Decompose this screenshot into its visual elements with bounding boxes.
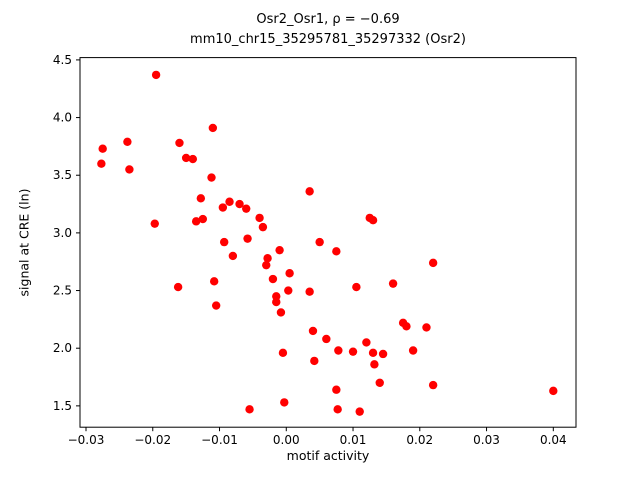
chart-title-line1: Osr2_Osr1, ρ = −0.69 — [256, 12, 400, 27]
data-point — [268, 274, 278, 284]
data-point — [255, 213, 264, 223]
chart-title: Osr2_Osr1, ρ = −0.69 mm10_chr15_35295781… — [80, 10, 576, 49]
y-tick-label: 2.5 — [53, 284, 72, 298]
data-point — [284, 286, 293, 295]
x-axis-label: motif activity — [286, 448, 370, 463]
data-point — [355, 407, 364, 416]
data-point — [125, 165, 134, 174]
data-point — [150, 219, 159, 228]
data-point — [173, 282, 183, 292]
data-point — [333, 405, 342, 414]
x-tick-label: −0.01 — [201, 433, 238, 447]
data-point — [368, 216, 378, 225]
y-tick-label: 2.0 — [53, 341, 72, 355]
data-point — [123, 137, 132, 146]
data-point — [308, 326, 318, 336]
data-point — [315, 237, 324, 247]
data-point — [191, 217, 201, 226]
data-point — [218, 203, 228, 212]
data-point — [280, 398, 289, 407]
data-point — [332, 247, 341, 256]
data-point — [151, 70, 161, 80]
y-axis-label: signal at CRE (ln) — [16, 188, 32, 297]
data-point — [235, 199, 244, 209]
data-point — [378, 349, 388, 359]
x-tick-label: −0.03 — [68, 433, 105, 447]
data-point — [332, 385, 341, 394]
data-point — [375, 378, 384, 388]
data-point — [175, 138, 184, 148]
data-point — [388, 279, 398, 288]
data-point — [211, 301, 221, 310]
y-tick-label: 1.5 — [53, 399, 72, 413]
data-point — [209, 277, 219, 286]
data-point — [181, 153, 191, 163]
data-point — [334, 346, 343, 355]
data-point — [188, 154, 198, 164]
data-point — [348, 347, 358, 356]
data-point — [322, 334, 331, 344]
data-point — [408, 346, 418, 355]
data-point — [352, 282, 361, 292]
data-point — [362, 338, 371, 347]
data-point — [245, 405, 254, 414]
data-point — [262, 260, 271, 270]
data-point — [549, 386, 558, 396]
data-point — [370, 360, 379, 369]
data-point — [228, 251, 238, 261]
data-point — [368, 348, 378, 358]
data-point — [402, 322, 411, 331]
chart-title-line2: mm10_chr15_35295781_35297332 (Osr2) — [190, 31, 466, 47]
y-tick-label: 3.0 — [53, 226, 72, 240]
data-point — [272, 292, 281, 301]
data-point — [225, 197, 234, 206]
x-tick-label: 0.00 — [273, 433, 300, 447]
x-tick-label: 0.04 — [540, 433, 567, 447]
data-point — [258, 222, 268, 232]
data-point — [275, 245, 284, 255]
data-point — [278, 348, 288, 358]
y-tick-label: 3.5 — [53, 168, 72, 182]
data-point — [242, 204, 251, 213]
data-point — [310, 356, 319, 366]
data-point — [285, 269, 294, 278]
data-point — [428, 258, 438, 268]
data-point — [196, 194, 206, 203]
data-point — [305, 187, 314, 196]
data-point — [219, 237, 229, 247]
x-tick-label: 0.03 — [473, 433, 500, 447]
x-tick-label: 0.02 — [406, 433, 433, 447]
data-point — [263, 254, 272, 263]
data-point — [207, 173, 216, 182]
x-tick-label: 0.01 — [340, 433, 367, 447]
plot-spines — [79, 57, 577, 428]
data-point — [305, 287, 314, 296]
y-tick-label: 4.5 — [53, 53, 72, 67]
data-point — [208, 123, 218, 133]
data-point — [98, 144, 107, 153]
data-point — [276, 308, 286, 317]
data-point — [97, 159, 106, 168]
x-tick-label: −0.02 — [134, 433, 171, 447]
data-point — [198, 214, 208, 224]
data-point — [243, 234, 252, 243]
data-point — [272, 297, 281, 307]
data-point — [422, 323, 431, 332]
y-tick-label: 4.0 — [53, 111, 72, 125]
data-point — [428, 380, 438, 390]
